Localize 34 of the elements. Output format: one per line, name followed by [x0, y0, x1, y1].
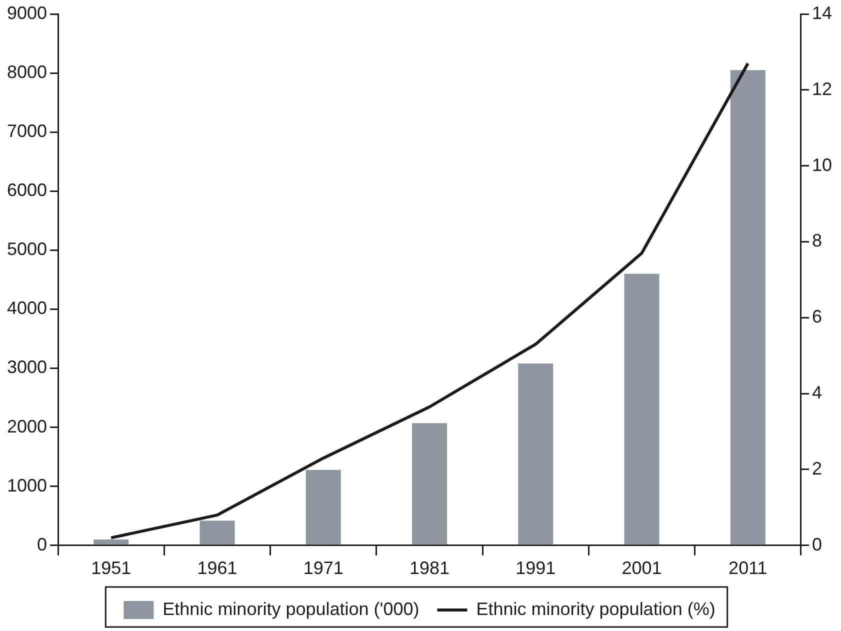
x-tick-label: 1971	[303, 558, 344, 578]
x-tick-label: 1991	[516, 558, 556, 578]
y-tick-label: 5000	[6, 239, 48, 260]
y-tick-label: 7000	[6, 121, 48, 142]
y-tick-label: 0	[37, 534, 48, 554]
legend-label: Ethnic minority population ('000)	[162, 598, 420, 619]
x-tick-label: 1981	[409, 558, 450, 578]
bar	[624, 274, 660, 545]
y2-tick-label: 0	[812, 534, 822, 554]
legend-label: Ethnic minority population (%)	[476, 598, 716, 619]
y-tick-label: 2000	[6, 416, 48, 436]
x-tick-label: 2001	[622, 558, 662, 578]
y2-tick-label: 10	[812, 154, 832, 175]
y2-tick-label: 12	[812, 78, 832, 99]
x-tick-label: 2011	[728, 558, 768, 578]
y2-tick-label: 6	[812, 306, 822, 327]
x-tick-label: 1961	[197, 558, 238, 578]
y-tick-label: 6000	[6, 180, 48, 200]
bar	[200, 520, 235, 545]
y2-tick-label: 8	[812, 230, 822, 251]
y-tick-label: 8000	[6, 62, 48, 82]
bar	[306, 470, 341, 545]
bar	[518, 364, 554, 545]
bar	[412, 423, 448, 545]
y-tick-label: 4000	[6, 298, 48, 318]
y2-tick-label: 4	[812, 382, 822, 403]
y2-tick-label: 14	[812, 2, 832, 23]
bar	[730, 70, 766, 545]
x-tick-label: 1951	[91, 558, 132, 578]
y-tick-label: 3000	[6, 357, 48, 378]
y-tick-label: 9000	[6, 2, 48, 23]
y2-tick-label: 2	[812, 458, 822, 478]
y-tick-label: 1000	[6, 475, 48, 496]
bar	[94, 539, 129, 545]
